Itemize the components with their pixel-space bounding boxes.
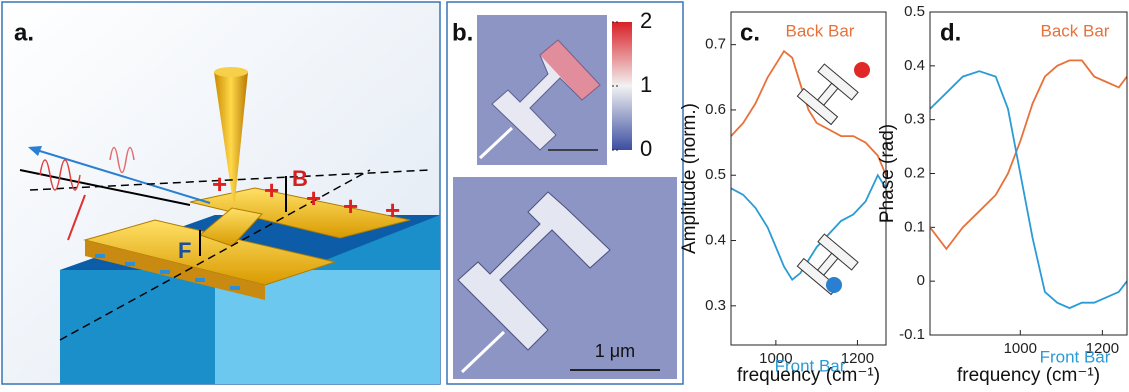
y-tick-label: -0.1 [899, 326, 925, 343]
y-axis-label: Amplitude (norm.) [679, 103, 700, 254]
icon [797, 64, 858, 124]
charge: + [385, 195, 400, 225]
y-tick-label: 0.5 [705, 166, 726, 183]
y-tick-label: 0.4 [705, 231, 726, 248]
colorbar-tick-label: 2 [640, 8, 652, 33]
panel-label: b. [452, 19, 473, 46]
legend-label: Front Bar [1040, 347, 1111, 366]
charge: + [306, 183, 321, 213]
y-tick-label: 0.4 [904, 57, 925, 74]
series-line [930, 71, 1127, 308]
bar-label: F [178, 238, 191, 263]
panel-a: a. B F + + + + + [2, 2, 440, 384]
panel-label: d. [940, 19, 961, 46]
y-tick-label: 0.3 [705, 297, 726, 314]
icon-stem [818, 253, 838, 275]
y-tick-label: 0.6 [705, 101, 726, 118]
y-tick-label: 0.2 [904, 164, 925, 181]
charge: + [212, 169, 227, 199]
tip-top [214, 67, 248, 77]
legend-label: Back Bar [1041, 21, 1110, 40]
y-axis-label: Phase (rad) [877, 124, 898, 223]
colorbar-tick-label: 1 [640, 72, 652, 97]
charge: + [264, 175, 279, 205]
panel-b: 1 μm b. 0 1 2 [447, 2, 683, 384]
y-tick-label: 0 [917, 272, 925, 289]
charge: + [343, 191, 358, 221]
panel-label: a. [14, 19, 34, 46]
plot-frame [731, 12, 886, 345]
x-axis-label: frequency (cm⁻¹) [737, 365, 880, 386]
y-tick-label: 0.1 [904, 218, 925, 235]
probe-dot [854, 62, 870, 78]
legend-label: Back Bar [786, 21, 855, 40]
x-tick-label: 1000 [1004, 340, 1037, 357]
colorbar [612, 22, 632, 150]
scale-label: 1 μm [595, 341, 635, 361]
figure: a. B F + + + + + 1 μm b. 0 1 2 0.3 0.4 0.5 0.… [0, 0, 1129, 387]
x-axis-label: frequency (cm⁻¹) [957, 365, 1100, 386]
icon-stem [818, 83, 838, 105]
colorbar-tick-label: 0 [640, 136, 652, 161]
y-tick-label: 0.7 [705, 36, 726, 53]
plot-frame [930, 12, 1127, 335]
probe-dot [826, 277, 842, 293]
y-tick-label: 0.5 [904, 3, 925, 20]
y-tick-label: 0.3 [904, 111, 925, 128]
panel-label: c. [740, 19, 760, 46]
